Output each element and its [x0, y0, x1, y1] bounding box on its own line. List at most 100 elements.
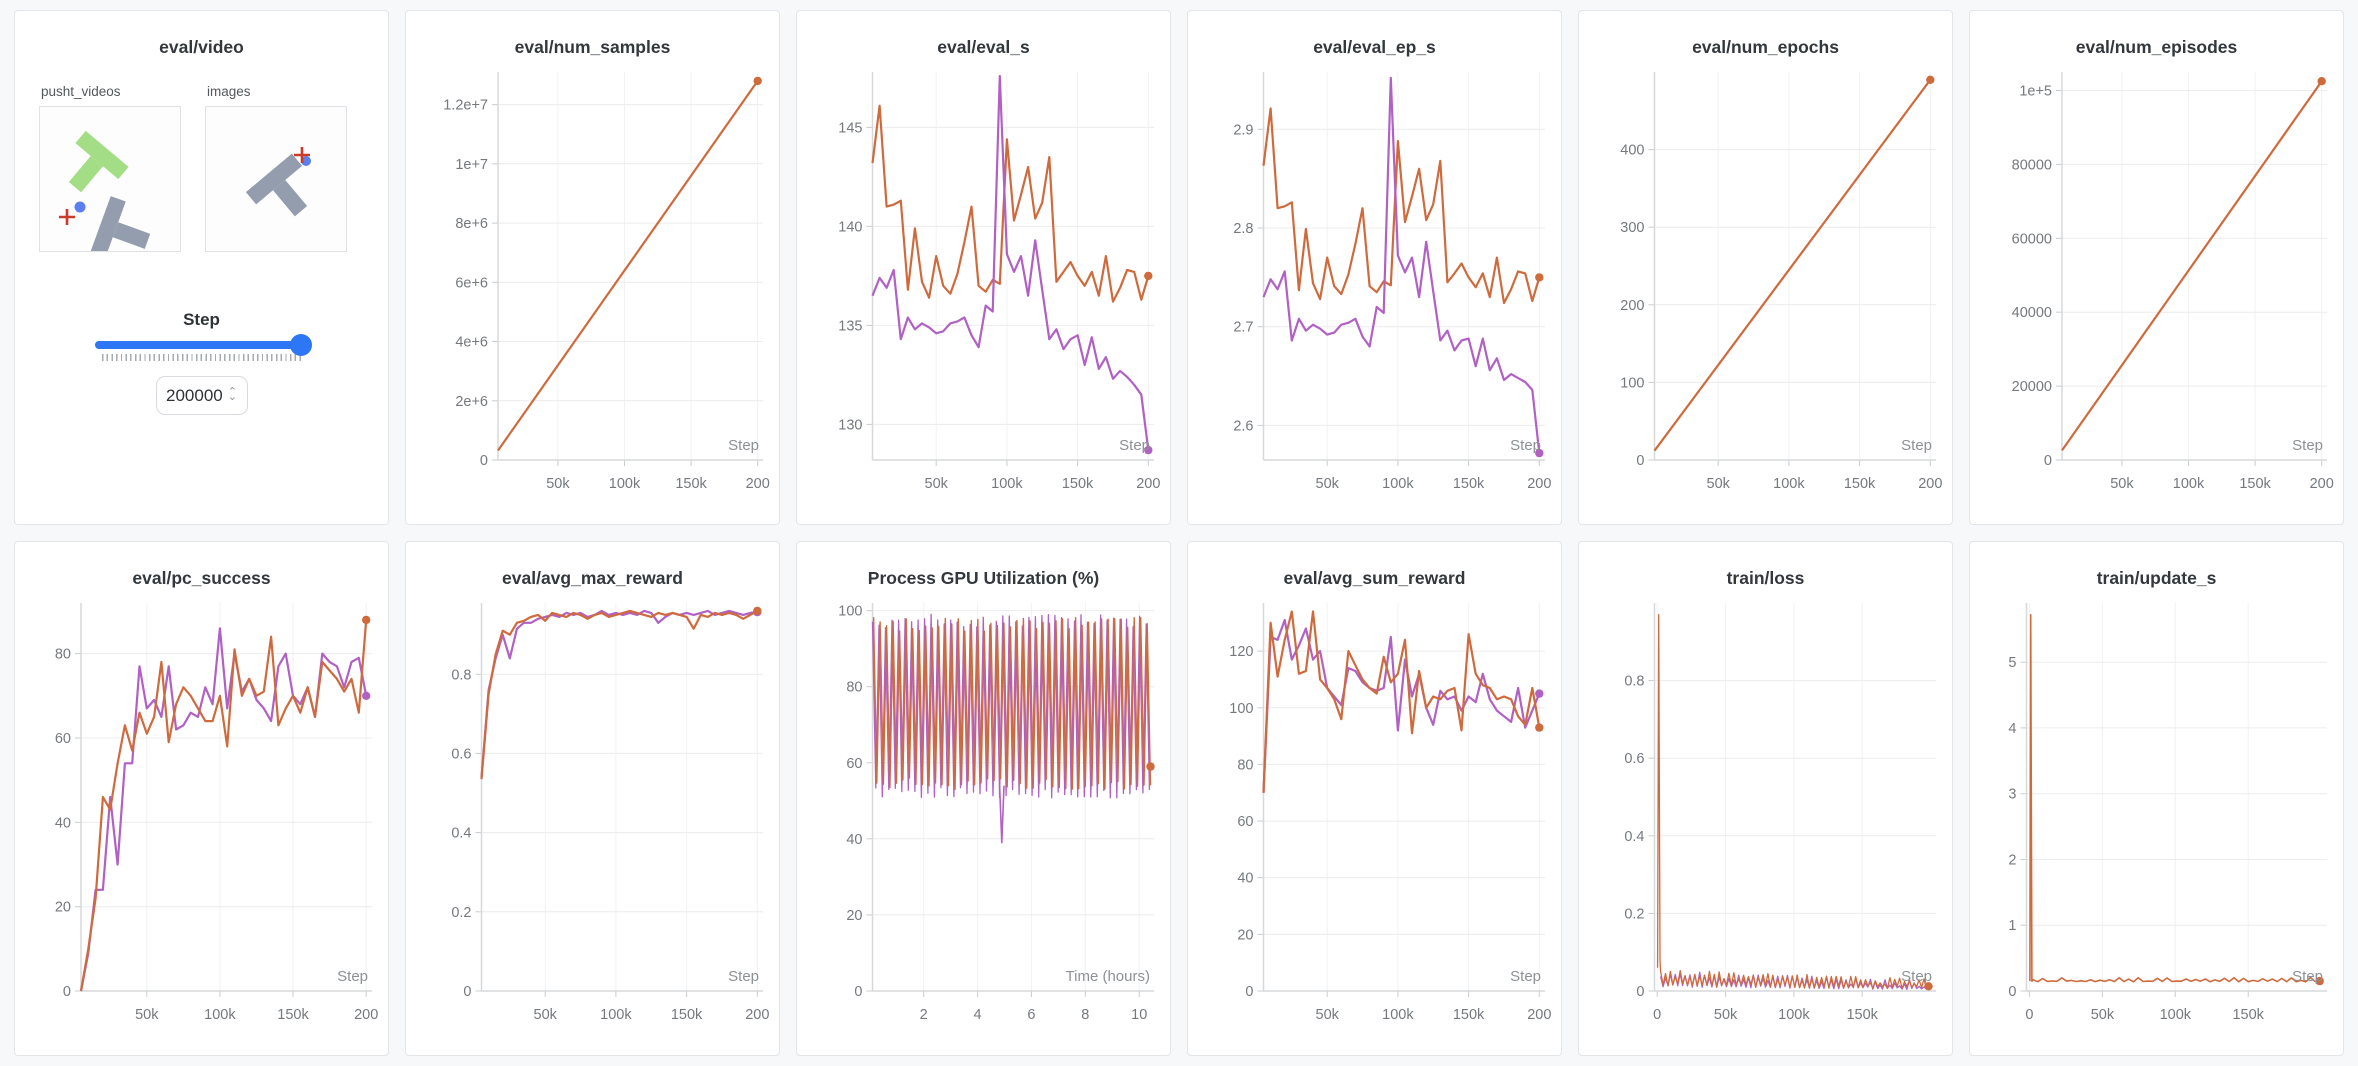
chart-title: eval/avg_sum_reward — [1283, 568, 1466, 588]
chart-title: eval/avg_max_reward — [502, 568, 683, 588]
svg-text:100k: 100k — [1382, 476, 1414, 492]
chart-panel: eval/avg_max_reward 50k 100k 150k 200 0 0.2 0.… — [405, 541, 780, 1056]
svg-text:200: 200 — [2310, 476, 2334, 492]
svg-text:150k: 150k — [671, 1007, 703, 1023]
svg-text:5: 5 — [2008, 655, 2016, 671]
svg-text:Step: Step — [2292, 437, 2323, 454]
svg-text:2e+6: 2e+6 — [455, 394, 488, 410]
svg-text:40: 40 — [1237, 871, 1253, 887]
svg-text:2.7: 2.7 — [1233, 320, 1253, 336]
chart-plot[interactable]: 50k 100k 150k 200 0 20 40 60 80 Step — [15, 591, 388, 1043]
chart-panel: eval/eval_s 50k 100k 150k 200 130 135 140 145 St… — [796, 10, 1171, 525]
images-thumbnail[interactable] — [205, 106, 347, 252]
svg-text:0: 0 — [854, 984, 862, 1000]
svg-text:Step: Step — [728, 437, 759, 454]
chart-title: eval/eval_ep_s — [1313, 37, 1436, 57]
svg-text:20: 20 — [1237, 927, 1253, 943]
svg-text:0.2: 0.2 — [451, 905, 471, 921]
slider-track[interactable] — [94, 334, 312, 356]
svg-text:150k: 150k — [675, 476, 707, 492]
svg-text:100k: 100k — [609, 476, 641, 492]
chart-plot[interactable]: 50k 100k 150k 200 130 135 140 145 Step — [797, 60, 1170, 512]
step-value[interactable]: 200000 — [166, 385, 223, 405]
svg-text:2.9: 2.9 — [1233, 122, 1253, 138]
chart-title: eval/num_epochs — [1692, 37, 1839, 57]
step-slider[interactable] — [94, 334, 312, 361]
svg-text:2: 2 — [920, 1007, 928, 1023]
svg-text:100k: 100k — [1773, 476, 1805, 492]
svg-text:0: 0 — [463, 984, 471, 1000]
svg-text:100k: 100k — [991, 476, 1023, 492]
svg-text:50k: 50k — [925, 476, 949, 492]
svg-text:1: 1 — [2008, 918, 2016, 934]
svg-text:3: 3 — [2008, 787, 2016, 803]
svg-text:150k: 150k — [277, 1007, 309, 1023]
video-panel: eval/video pusht_videos — [14, 10, 389, 525]
svg-text:0.6: 0.6 — [1624, 751, 1644, 767]
chart-plot[interactable]: 50k 100k 150k 200 0 100 200 300 400 Step — [1579, 60, 1952, 512]
svg-text:6: 6 — [1027, 1007, 1035, 1023]
chart-panel: eval/avg_sum_reward 50k 100k 150k 200 0 20 40 6… — [1187, 541, 1562, 1056]
pusht-video-thumbnail[interactable] — [39, 106, 181, 258]
svg-text:150k: 150k — [1453, 1007, 1485, 1023]
svg-text:150k: 150k — [1062, 476, 1094, 492]
svg-text:50k: 50k — [546, 476, 570, 492]
svg-text:150k: 150k — [1453, 476, 1485, 492]
chart-plot[interactable]: 50k 100k 150k 200 0 2e+6 4e+6 6e+6 8e+6 1e+7 1.2e+… — [406, 60, 779, 512]
svg-text:200: 200 — [354, 1007, 378, 1023]
slider-handle[interactable] — [289, 334, 312, 356]
chart-title: Process GPU Utilization (%) — [867, 568, 1100, 588]
chart-plot[interactable]: 50k 100k 150k 200 0 20 40 60 80 100 120 Step — [1188, 591, 1561, 1043]
svg-text:20000: 20000 — [2012, 379, 2052, 395]
svg-text:150k: 150k — [1846, 1007, 1878, 1023]
chart-plot[interactable]: 0 50k 100k 150k 0 0.2 0.4 0.6 0.8 Step — [1579, 591, 1952, 1043]
svg-text:200: 200 — [1918, 476, 1942, 492]
svg-text:0: 0 — [480, 453, 488, 469]
svg-text:2.8: 2.8 — [1233, 221, 1253, 237]
chart-plot[interactable]: 50k 100k 150k 200 0 0.2 0.4 0.6 0.8 Step — [406, 591, 779, 1043]
svg-text:300: 300 — [1620, 220, 1644, 236]
svg-text:2.6: 2.6 — [1233, 418, 1253, 434]
step-input[interactable]: 200000 ⌃ ⌄ — [155, 376, 248, 415]
svg-text:Step: Step — [1119, 437, 1150, 454]
svg-text:50k: 50k — [2091, 1007, 2115, 1023]
svg-text:0: 0 — [2025, 1007, 2033, 1023]
svg-text:0.4: 0.4 — [451, 826, 471, 842]
svg-text:100: 100 — [1620, 375, 1644, 391]
svg-text:Step: Step — [1510, 437, 1541, 454]
video-panel-title: eval/video — [159, 37, 244, 57]
svg-text:150k: 150k — [2239, 476, 2271, 492]
chart-plot[interactable]: 50k 100k 150k 200 2.6 2.7 2.8 2.9 Step — [1188, 60, 1561, 512]
stepper-arrows-icon[interactable]: ⌃ ⌄ — [227, 385, 237, 403]
svg-text:100k: 100k — [600, 1007, 632, 1023]
chart-title: eval/eval_s — [937, 37, 1030, 57]
media-row: pusht_videos — [39, 84, 364, 258]
chart-plot[interactable]: 0 50k 100k 150k 0 1 2 3 4 5 Step — [1970, 591, 2343, 1043]
svg-text:80: 80 — [846, 680, 862, 696]
svg-text:0: 0 — [1245, 984, 1253, 1000]
svg-text:Step: Step — [337, 968, 368, 985]
media-caption-pusht-videos: pusht_videos — [41, 84, 121, 99]
svg-text:100k: 100k — [204, 1007, 236, 1023]
svg-text:50k: 50k — [1316, 476, 1340, 492]
svg-text:145: 145 — [838, 120, 862, 136]
chart-plot[interactable]: 50k 100k 150k 200 0 20000 40000 60000 80000 1e+5 S… — [1970, 60, 2343, 512]
goal-cross — [294, 147, 310, 163]
svg-text:100k: 100k — [1382, 1007, 1414, 1023]
svg-text:1e+7: 1e+7 — [455, 157, 488, 173]
svg-text:80000: 80000 — [2012, 157, 2052, 173]
svg-text:Time (hours): Time (hours) — [1066, 968, 1150, 985]
svg-text:8e+6: 8e+6 — [455, 216, 488, 232]
svg-text:60: 60 — [846, 756, 862, 772]
svg-text:4e+6: 4e+6 — [455, 335, 488, 351]
svg-text:0: 0 — [63, 984, 71, 1000]
svg-text:Step: Step — [2292, 968, 2323, 985]
svg-text:20: 20 — [846, 908, 862, 924]
goal-cross — [59, 209, 75, 225]
chart-panel: Process GPU Utilization (%) 2 4 6 8 10 0 20 40 6… — [796, 541, 1171, 1056]
svg-text:80: 80 — [55, 647, 71, 663]
svg-text:0.8: 0.8 — [451, 667, 471, 683]
svg-text:50k: 50k — [534, 1007, 558, 1023]
